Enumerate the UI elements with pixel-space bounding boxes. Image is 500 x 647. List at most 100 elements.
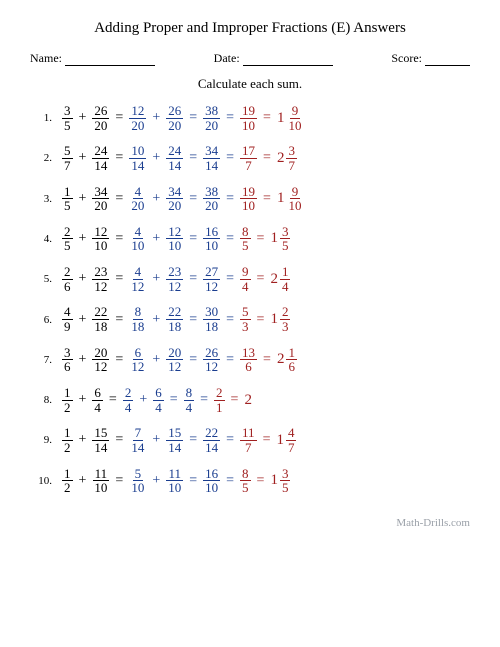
- fraction: 714: [129, 426, 146, 454]
- mixed-number: 216: [277, 346, 297, 374]
- fraction: 1110: [92, 467, 109, 495]
- fraction: 1610: [203, 225, 220, 253]
- fraction: 35: [62, 104, 73, 132]
- fraction: 2712: [203, 265, 220, 293]
- problem-number: 8.: [30, 394, 52, 406]
- fraction: 2312: [92, 265, 109, 293]
- mixed-number: 1910: [277, 185, 304, 213]
- mixed-number: 135: [270, 467, 290, 495]
- fraction: 3820: [203, 104, 220, 132]
- problem-row: 1.35+2620=1220+2620=3820=1910=1910: [30, 104, 470, 132]
- fraction: 177: [240, 144, 257, 172]
- fraction: 136: [240, 346, 257, 374]
- problem-list: 1.35+2620=1220+2620=3820=1910=19102.57+2…: [30, 104, 470, 495]
- fraction: 910: [286, 104, 303, 132]
- name-underline: [65, 65, 155, 66]
- fraction: 47: [286, 426, 297, 454]
- fraction: 36: [62, 346, 73, 374]
- fraction: 1910: [240, 185, 257, 213]
- fraction: 420: [129, 185, 146, 213]
- problem-row: 7.36+2012=612+2012=2612=136=216: [30, 346, 470, 374]
- fraction: 12: [62, 426, 73, 454]
- fraction: 1210: [166, 225, 183, 253]
- mixed-number: 123: [270, 305, 290, 333]
- date-underline: [243, 65, 333, 66]
- fraction: 1110: [166, 467, 183, 495]
- fraction: 2620: [166, 104, 183, 132]
- score-field: Score:: [391, 51, 470, 66]
- fraction: 1910: [240, 104, 257, 132]
- fraction: 2214: [203, 426, 220, 454]
- fraction: 1210: [92, 225, 109, 253]
- problem-number: 1.: [30, 112, 52, 124]
- fraction: 53: [240, 305, 251, 333]
- problem-number: 9.: [30, 434, 52, 446]
- page-title: Adding Proper and Improper Fractions (E)…: [30, 20, 470, 37]
- fraction: 3420: [166, 185, 183, 213]
- fraction: 84: [184, 386, 195, 414]
- fraction: 2012: [92, 346, 109, 374]
- problem-row: 10.12+1110=510+1110=1610=85=135: [30, 467, 470, 495]
- mixed-number: 1910: [277, 104, 304, 132]
- fraction: 16: [286, 346, 297, 374]
- fraction: 3420: [92, 185, 109, 213]
- fraction: 26: [62, 265, 73, 293]
- fraction: 85: [240, 225, 251, 253]
- fraction: 35: [280, 467, 291, 495]
- problem-row: 6.49+2218=818+2218=3018=53=123: [30, 305, 470, 333]
- fraction: 14: [280, 265, 291, 293]
- fraction: 1514: [92, 426, 109, 454]
- fraction: 410: [129, 225, 146, 253]
- problem-number: 5.: [30, 273, 52, 285]
- problem-row: 3.15+3420=420+3420=3820=1910=1910: [30, 185, 470, 213]
- problem-row: 8.12+64=24+64=84=21=2: [30, 386, 470, 414]
- fraction: 3018: [203, 305, 220, 333]
- fraction: 1220: [129, 104, 146, 132]
- fraction: 2218: [166, 305, 183, 333]
- mixed-number: 2: [244, 392, 253, 409]
- fraction: 2414: [92, 144, 109, 172]
- problem-number: 2.: [30, 152, 52, 164]
- fraction: 1014: [129, 144, 146, 172]
- problem-number: 4.: [30, 233, 52, 245]
- fraction: 2312: [166, 265, 183, 293]
- problem-row: 2.57+2414=1014+2414=3414=177=237: [30, 144, 470, 172]
- fraction: 57: [62, 144, 73, 172]
- fraction: 24: [123, 386, 134, 414]
- mixed-number: 237: [277, 144, 297, 172]
- mixed-number: 214: [270, 265, 290, 293]
- problem-number: 10.: [30, 475, 52, 487]
- fraction: 15: [62, 185, 73, 213]
- problem-number: 6.: [30, 314, 52, 326]
- instruction: Calculate each sum.: [30, 76, 470, 92]
- fraction: 64: [92, 386, 103, 414]
- problem-row: 9.12+1514=714+1514=2214=117=147: [30, 426, 470, 454]
- fraction: 49: [62, 305, 73, 333]
- score-underline: [425, 65, 470, 66]
- fraction: 2620: [92, 104, 109, 132]
- fraction: 3820: [203, 185, 220, 213]
- fraction: 818: [129, 305, 146, 333]
- fraction: 37: [286, 144, 297, 172]
- fraction: 12: [62, 386, 73, 414]
- fraction: 612: [129, 346, 146, 374]
- fraction: 2012: [166, 346, 183, 374]
- fraction: 23: [280, 305, 291, 333]
- fraction: 25: [62, 225, 73, 253]
- fraction: 1514: [166, 426, 183, 454]
- problem-number: 3.: [30, 193, 52, 205]
- fraction: 2414: [166, 144, 183, 172]
- fraction: 2218: [92, 305, 109, 333]
- fraction: 21: [214, 386, 225, 414]
- header-row: Name: Date: Score:: [30, 51, 470, 66]
- fraction: 12: [62, 467, 73, 495]
- mixed-number: 147: [276, 426, 296, 454]
- date-field: Date:: [214, 51, 333, 66]
- fraction: 35: [280, 225, 291, 253]
- mixed-number: 135: [270, 225, 290, 253]
- problem-number: 7.: [30, 354, 52, 366]
- fraction: 85: [240, 467, 251, 495]
- fraction: 3414: [203, 144, 220, 172]
- name-label: Name:: [30, 51, 62, 66]
- problem-row: 5.26+2312=412+2312=2712=94=214: [30, 265, 470, 293]
